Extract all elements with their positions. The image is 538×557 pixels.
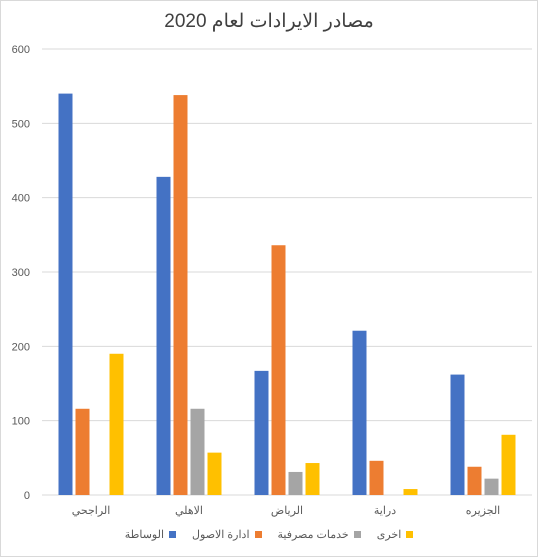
legend-swatch bbox=[169, 531, 177, 538]
bar bbox=[305, 463, 320, 495]
bar bbox=[352, 330, 367, 495]
bar bbox=[58, 93, 73, 495]
y-tick-label: 400 bbox=[12, 193, 30, 205]
y-tick-label: 0 bbox=[24, 490, 30, 502]
legend-item: ادارة الاصول bbox=[192, 528, 262, 541]
bar bbox=[450, 374, 465, 495]
chart-title: مصادر الايرادات لعام 2020 bbox=[164, 11, 374, 32]
y-tick-label: 200 bbox=[12, 341, 30, 353]
x-tick-label: دراية bbox=[374, 505, 396, 517]
bar bbox=[75, 408, 90, 495]
bar bbox=[467, 466, 482, 495]
bar bbox=[109, 353, 124, 495]
legend-label: اخرى bbox=[376, 529, 402, 541]
bar bbox=[369, 460, 384, 495]
legend-label: خدمات مصرفية bbox=[277, 529, 349, 541]
legend-swatch bbox=[406, 531, 414, 538]
legend-swatch bbox=[353, 531, 361, 538]
x-tick-label: الجزيره bbox=[466, 505, 500, 517]
bar bbox=[207, 452, 222, 495]
legend-item: خدمات مصرفية bbox=[278, 528, 361, 541]
bar bbox=[156, 176, 171, 495]
bar bbox=[403, 489, 418, 495]
bar bbox=[484, 478, 499, 495]
y-tick-label: 300 bbox=[12, 267, 30, 279]
bar bbox=[288, 471, 303, 495]
chart-legend: الوساطة ادارة الاصول خدمات مصرفية اخرى bbox=[0, 528, 538, 541]
bar bbox=[501, 434, 516, 495]
x-tick-label: الراجحي bbox=[72, 505, 111, 517]
bar bbox=[190, 408, 205, 495]
legend-swatch bbox=[254, 531, 262, 538]
legend-label: ادارة الاصول bbox=[192, 529, 250, 541]
y-tick-label: 600 bbox=[12, 44, 30, 56]
bar bbox=[173, 95, 188, 495]
x-tick-label: الاهلي bbox=[175, 505, 203, 517]
bar bbox=[271, 245, 286, 495]
y-tick-label: 500 bbox=[12, 118, 30, 130]
legend-item: اخرى bbox=[377, 528, 414, 541]
legend-item: الوساطة bbox=[124, 528, 177, 541]
x-tick-label: الرياض bbox=[271, 505, 303, 517]
legend-label: الوساطة bbox=[124, 529, 165, 541]
bar bbox=[254, 370, 269, 495]
y-tick-label: 100 bbox=[12, 416, 30, 428]
